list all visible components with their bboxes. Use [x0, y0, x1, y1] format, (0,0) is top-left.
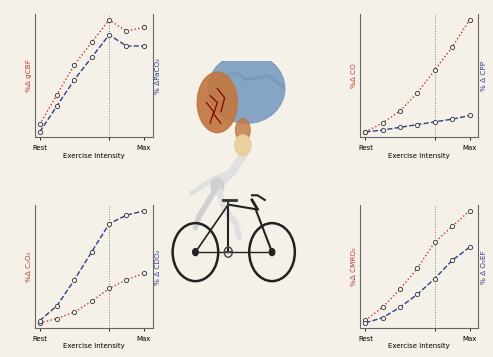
Y-axis label: % Δ CDO₂: % Δ CDO₂	[155, 249, 161, 285]
Y-axis label: % Δ CPP: % Δ CPP	[481, 61, 487, 91]
Ellipse shape	[236, 119, 250, 142]
Circle shape	[235, 135, 251, 156]
Circle shape	[193, 248, 198, 256]
Ellipse shape	[197, 72, 238, 133]
X-axis label: Exercise Intensity: Exercise Intensity	[388, 343, 450, 350]
Y-axis label: %Δ gCBF: %Δ gCBF	[26, 60, 32, 92]
X-axis label: Exercise Intensity: Exercise Intensity	[63, 343, 124, 350]
Y-axis label: %Δ CO: %Δ CO	[352, 64, 357, 88]
X-axis label: Exercise Intensity: Exercise Intensity	[388, 152, 450, 159]
X-axis label: Exercise Intensity: Exercise Intensity	[63, 152, 124, 159]
Y-axis label: % ΔPaCO₂: % ΔPaCO₂	[155, 58, 161, 94]
Y-axis label: %Δ C₂O₂: %Δ C₂O₂	[26, 252, 32, 282]
Ellipse shape	[208, 54, 285, 124]
Circle shape	[211, 178, 224, 194]
Circle shape	[269, 248, 275, 256]
Y-axis label: %Δ CMRO₂: %Δ CMRO₂	[352, 247, 357, 286]
Y-axis label: % Δ O₂EF: % Δ O₂EF	[481, 250, 487, 284]
